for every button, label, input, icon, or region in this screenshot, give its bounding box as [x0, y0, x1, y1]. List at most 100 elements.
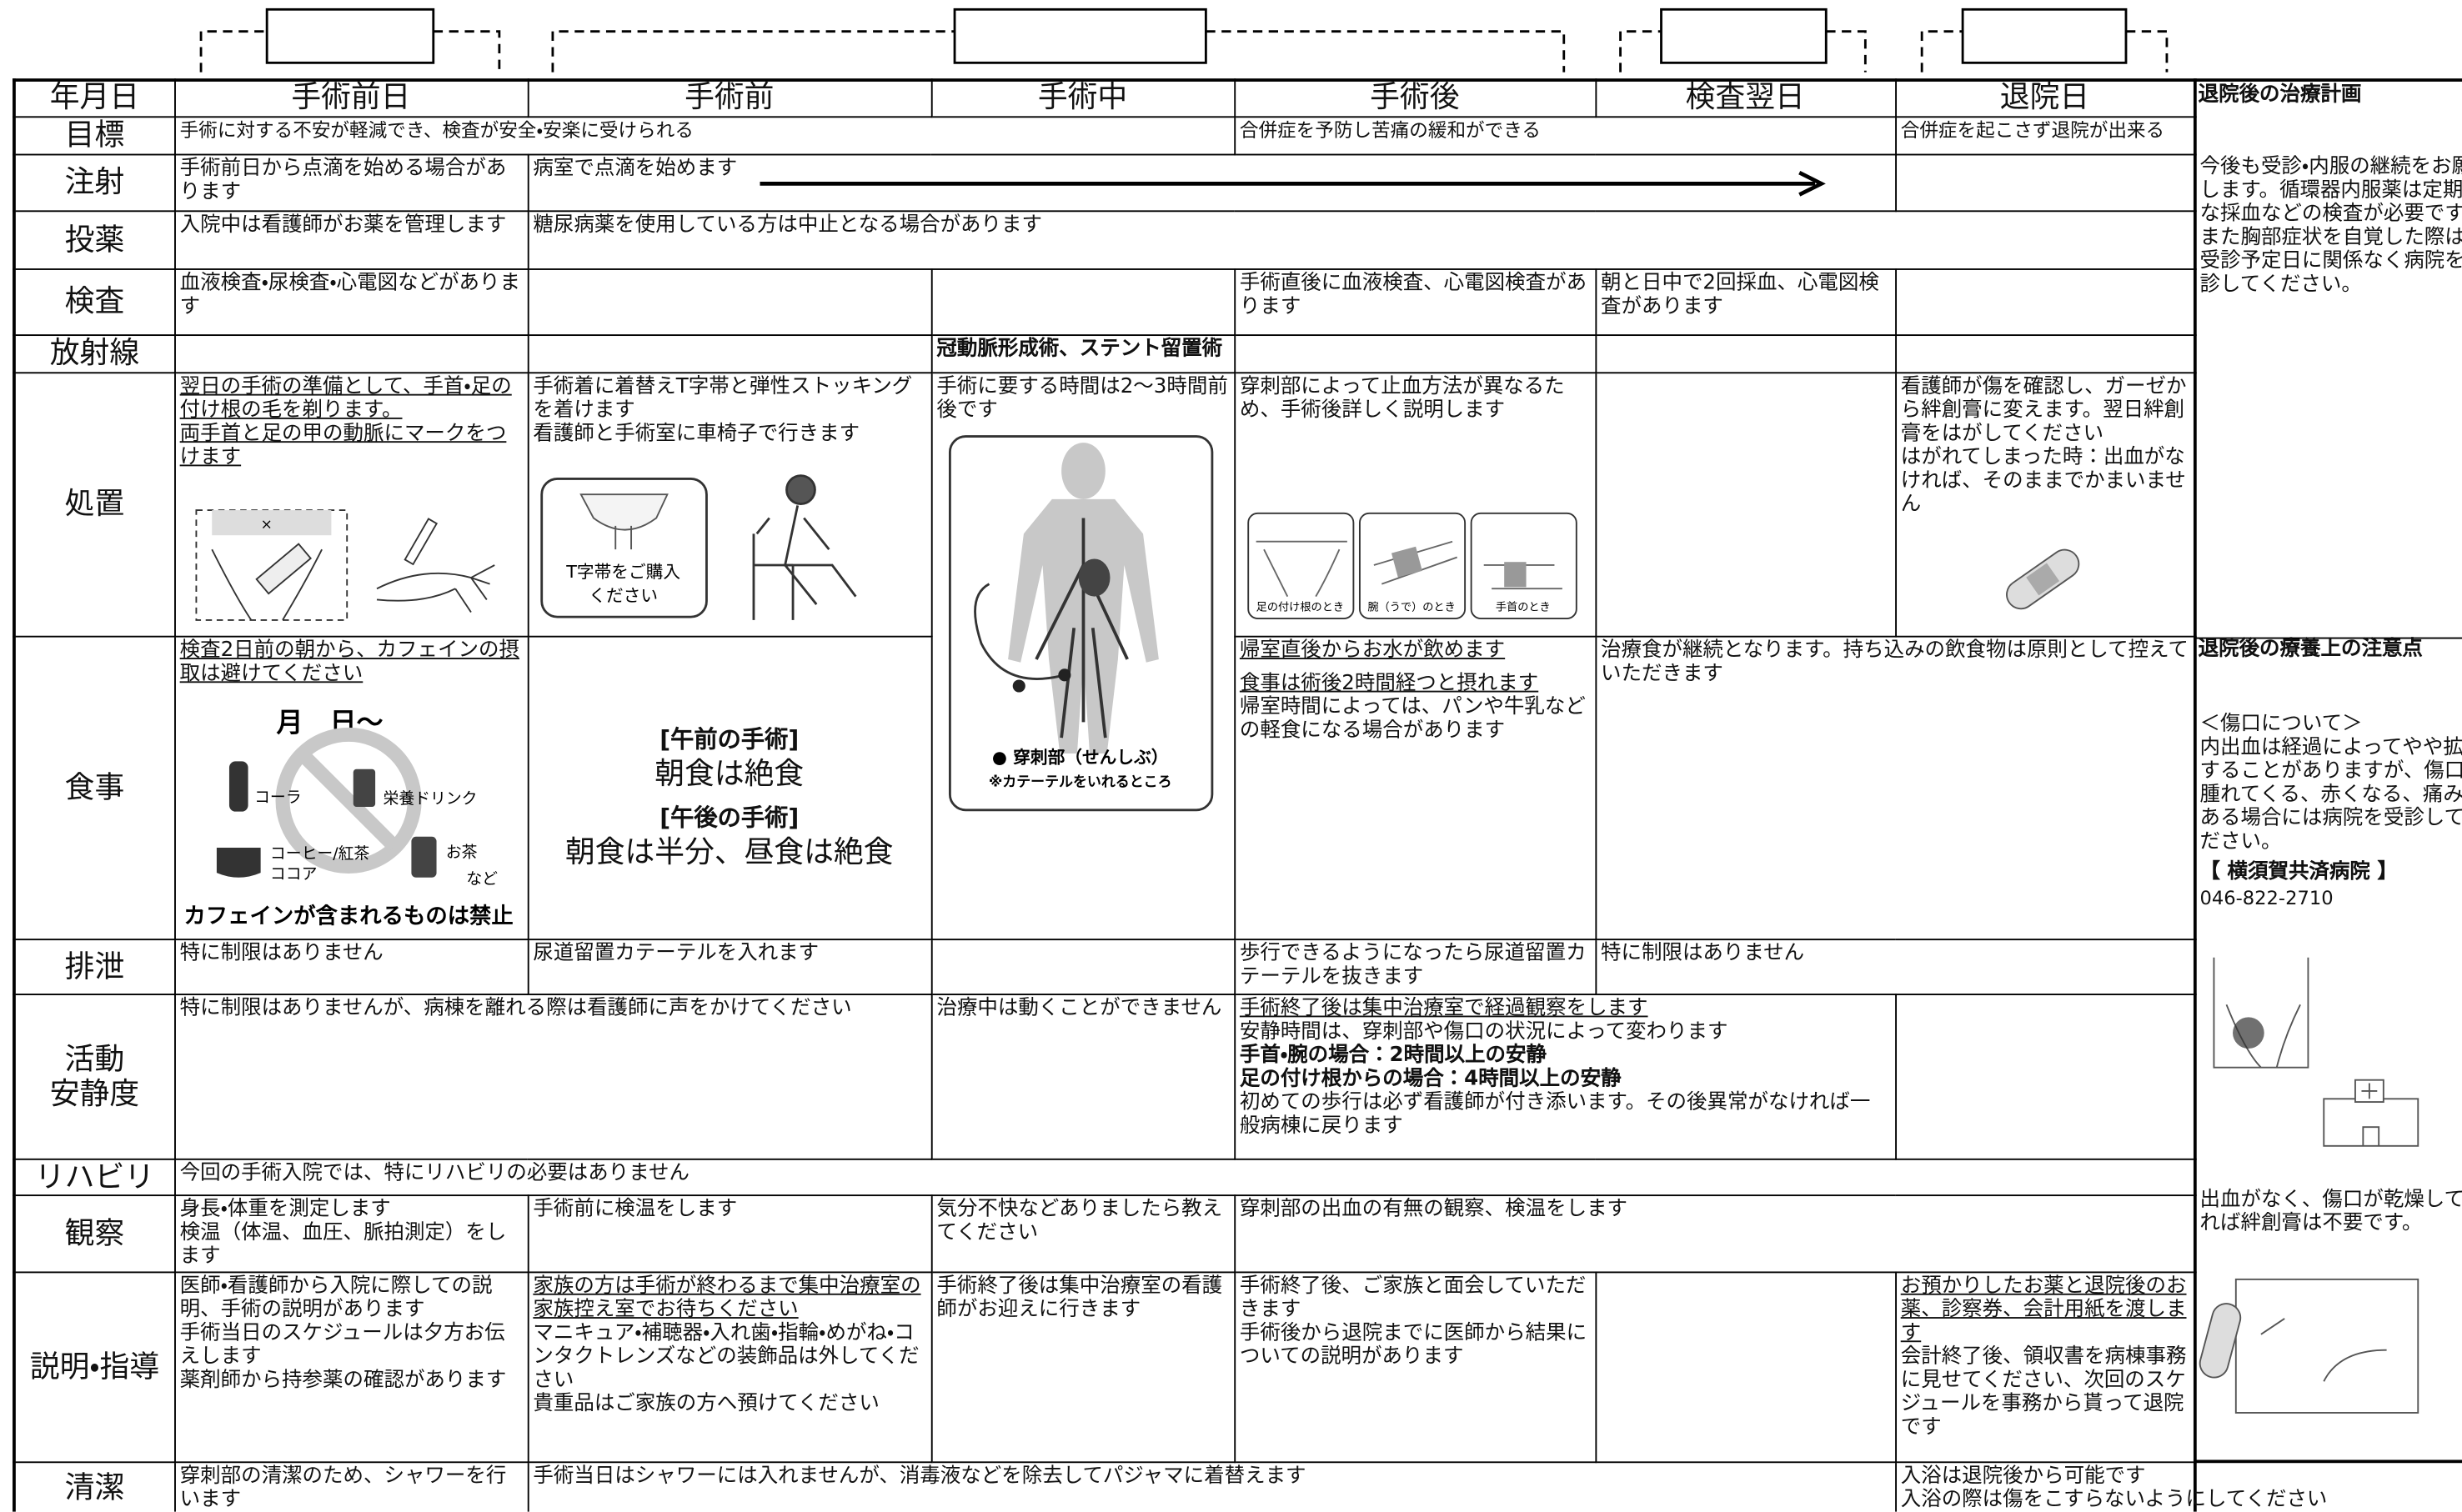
- empty-cell: [526, 333, 932, 373]
- cell-text: 手術当日はシャワーには入れませんが、消毒液などを除去してパジャマに着替えます: [533, 1464, 1306, 1488]
- cell: 手術前に検温をします: [526, 1194, 932, 1273]
- empty-cell: [1594, 1270, 1897, 1463]
- cell-text: 手術終了後、ご家族と面会していただきます: [1239, 1274, 1587, 1321]
- row-label: 処置: [13, 371, 175, 637]
- cell-text: 検査2日前の朝から、カフェインの摂取は避けてください: [179, 638, 519, 686]
- row-label: 注射: [13, 153, 175, 212]
- shape: [265, 8, 435, 64]
- empty-cell: [1594, 371, 1897, 637]
- cell: 穿刺部の出血の有無の観察、検温をします: [1233, 1194, 2196, 1273]
- schedule-table: 年月日 手術前日 手術前 手術中 手術後 検査翌日 退院日 目標 手術に対する不安が軽減でき、検…: [13, 78, 2328, 1512]
- cell-text: 帰室直後からお水が飲めます: [1239, 638, 1506, 662]
- cell: お預かりしたお薬と退院後のお薬、診察券、会計用紙を渡します 会計終了後、領収書を病…: [1894, 1270, 2196, 1463]
- row: 投薬 入院中は看護師がお薬を管理します 糖尿病薬を使用している方は中止となる場合があ…: [13, 209, 2196, 269]
- cell-text: 病室で点滴を始めます: [533, 156, 738, 180]
- cell-text: 糖尿病薬を使用している方は中止となる場合があります: [533, 213, 1043, 237]
- note: 出血がなく、傷口が乾燥していれば絆創膏は不要です。: [2199, 1188, 2462, 1236]
- empty-cell: [930, 268, 1236, 336]
- section-title: 退院後の療養上の注意点: [2198, 637, 2423, 661]
- cell-text: 穿刺部の清潔のため、シャワーを行います: [179, 1464, 507, 1511]
- cell: 身長・体重を測定します 検温（体温、血圧、脈拍測定）をします: [173, 1194, 529, 1273]
- cell-text: 朝と日中で2回採血、心電図検査があります: [1601, 270, 1879, 318]
- cell-text: 手術終了後は集中治療室の看護師がお迎えに行きます: [936, 1274, 1223, 1321]
- row-label: 投薬: [13, 209, 175, 269]
- cell-text: 朝食は半分、昼食は絶食: [564, 834, 894, 869]
- shape: [953, 8, 1207, 64]
- hospital-name: 【 横須賀共済病院 】: [2199, 860, 2398, 884]
- cell: 手術当日はシャワーには入れませんが、消毒液などを除去してパジャマに着替えます: [526, 1460, 1897, 1512]
- side-panel: 退院後の治療計画 今後も受診・内服の継続をお願いします。循環器内服薬は定期的な採…: [2193, 78, 2462, 1464]
- shape: [1961, 8, 2128, 64]
- cell: 穿刺部の清潔のため、シャワーを行います: [173, 1460, 529, 1512]
- cell: 手術前日から点滴を始める場合があります: [173, 153, 529, 212]
- cell: 入院中は看護師がお薬を管理します: [173, 209, 529, 269]
- cell-text: 手術着に着替えT字帯と弾性ストッキングを着けます: [533, 374, 913, 422]
- cell-text: 合併症を予防し苦痛の緩和ができる: [1239, 118, 1542, 141]
- cell: 手術着に着替えT字帯と弾性ストッキングを着けます 看護師と手術室に車椅子で行きます: [526, 371, 932, 637]
- cell-text: 両手首と足の甲の動脈にマークをつけます: [179, 421, 507, 469]
- cell-text: [午後の手術]: [659, 803, 800, 832]
- cell-text: 穿刺部の出血の有無の観察、検温をします: [1239, 1197, 1628, 1221]
- row-label: 目標: [13, 115, 175, 155]
- cell-text: 手術後から退院までに医師から結果についての説明があります: [1239, 1320, 1587, 1369]
- cell: 検査2日前の朝から、カフェインの摂取は避けてください: [173, 634, 529, 940]
- empty-cell: [173, 333, 529, 373]
- cell-text: 尿道留置カテーテルを入れます: [533, 941, 820, 965]
- cell-text: 看護師が傷を確認し、ガーゼから絆創膏に変えます。翌日絆創膏をはがしてください: [1900, 374, 2187, 445]
- cell-text: 手術直後に血液検査、心電図検査があります: [1239, 270, 1587, 318]
- column-header: 手術前: [526, 79, 932, 118]
- cell: 手術終了後、ご家族と面会していただきます 手術後から退院までに医師から結果について…: [1233, 1270, 1597, 1463]
- section-heading: ＜傷口について＞: [2199, 713, 2363, 737]
- cell-text: 食事は術後2時間経つと摂れます: [1239, 671, 1539, 695]
- row-label: 活動 安静度: [13, 993, 175, 1159]
- cell: 合併症を予防し苦痛の緩和ができる: [1233, 115, 1897, 155]
- cell-text: 特に制限はありません: [179, 941, 384, 965]
- cell: 特に制限はありません: [1594, 938, 2196, 995]
- cell-text: 入浴の際は傷をこすらないようにしてください: [1900, 1487, 2328, 1511]
- cell: 歩行できるようになったら尿道留置カテーテルを抜きます: [1233, 938, 1597, 995]
- cell-text: 安静時間は、穿刺部や傷口の状況によって変わります: [1239, 1019, 1728, 1044]
- cell: 今回の手術入院では、特にリハビリの必要はありません: [173, 1157, 2196, 1196]
- row: 検査 血液検査・尿検査・心電図などがあります 手術直後に血液検査、心電図検査がありま…: [13, 268, 2196, 336]
- cell-text: 特に制限はありませんが、病棟を離れる際は看護師に声をかけてください: [179, 995, 852, 1020]
- cell: 朝と日中で2回採血、心電図検査があります: [1594, 268, 1897, 336]
- cell-text: 治療食が継続となります。持ち込みの飲食物は原則として控えていただきます: [1601, 638, 2189, 686]
- row: 排泄 特に制限はありません 尿道留置カテーテルを入れます 歩行できるようになったら尿道…: [13, 938, 2196, 995]
- cell-text: 歩行できるようになったら尿道留置カテーテルを抜きます: [1239, 941, 1587, 989]
- row-label: 検査: [13, 268, 175, 336]
- cell-text: 手術前日から点滴を始める場合があります: [179, 156, 507, 203]
- cell-text: 翌日の手術の準備として、手首・足の付け根の毛を剃ります。: [179, 374, 512, 422]
- cell: 医師・看護師から入院に際しての説明、手術の説明があります 手術当日のスケジュールは…: [173, 1270, 529, 1463]
- cell-text: 初めての歩行は必ず看護師が付き添います。その後異常がなければ一般病棟に戻ります: [1239, 1089, 1871, 1138]
- row: 処置 翌日の手術の準備として、手首・足の付け根の毛を剃ります。 両手首と足の甲の動脈…: [13, 371, 2196, 940]
- cell-text: 入院中は看護師がお薬を管理します: [179, 213, 507, 237]
- cell-text: お預かりしたお薬と退院後のお薬、診察券、会計用紙を渡します: [1900, 1274, 2187, 1345]
- cell: 合併症を起こさず退院が出来る: [1894, 115, 2196, 155]
- empty-cell: [1233, 333, 1597, 373]
- column-header: 検査翌日: [1594, 79, 1897, 118]
- row: 観察 身長・体重を測定します 検温（体温、血圧、脈拍測定）をします 手術前に検温をしま…: [13, 1194, 2196, 1273]
- cell: 病室で点滴を始めます: [526, 153, 1897, 212]
- cell: 看護師が傷を確認し、ガーゼから絆創膏に変えます。翌日絆創膏をはがしてください はが…: [1894, 371, 2196, 637]
- row: 放射線 冠動脈形成術、ステント留置術: [13, 333, 2196, 373]
- section-text: 今後も受診・内服の継続をお願いします。循環器内服薬は定期的な採血などの検査が必要…: [2199, 155, 2462, 297]
- cell-text: 手術に要する時間は2～3時間前後です: [936, 374, 1228, 422]
- row-label-line: 活動: [64, 1041, 125, 1076]
- cell: 手術直後に血液検査、心電図検査があります: [1233, 268, 1597, 336]
- row-label: 観察: [13, 1194, 175, 1273]
- cell: 尿道留置カテーテルを入れます: [526, 938, 932, 995]
- column-header: 年月日: [13, 79, 175, 118]
- cell-text: 会計終了後、領収書を病棟事務に見せてください、次回のスケジュールを事務から貰って…: [1900, 1344, 2187, 1439]
- cell-text: 手首・腕の場合：2時間以上の安静: [1239, 1043, 1547, 1067]
- cell-text: 検温（体温、血圧、脈拍測定）をします: [179, 1220, 507, 1268]
- cell: 糖尿病薬を使用している方は中止となる場合があります: [526, 209, 2196, 269]
- cell: 手術終了後は集中治療室で経過観察をします 安静時間は、穿刺部や傷口の状況によって変…: [1233, 993, 1897, 1159]
- cell-text: 手術前に検温をします: [533, 1197, 738, 1221]
- cell-text: 家族の方は手術が終わるまで集中治療室の家族控え室でお待ちください: [533, 1274, 921, 1321]
- cell: 特に制限はありません: [173, 938, 529, 995]
- phone: 046-822-2710: [2199, 887, 2334, 909]
- cell: 冠動脈形成術、ステント留置術: [930, 333, 1236, 373]
- cell-text: はがれてしまった時：出血がなければ、そのままでかまいません: [1900, 444, 2186, 516]
- section-title: 退院後の治療計画: [2198, 83, 2362, 108]
